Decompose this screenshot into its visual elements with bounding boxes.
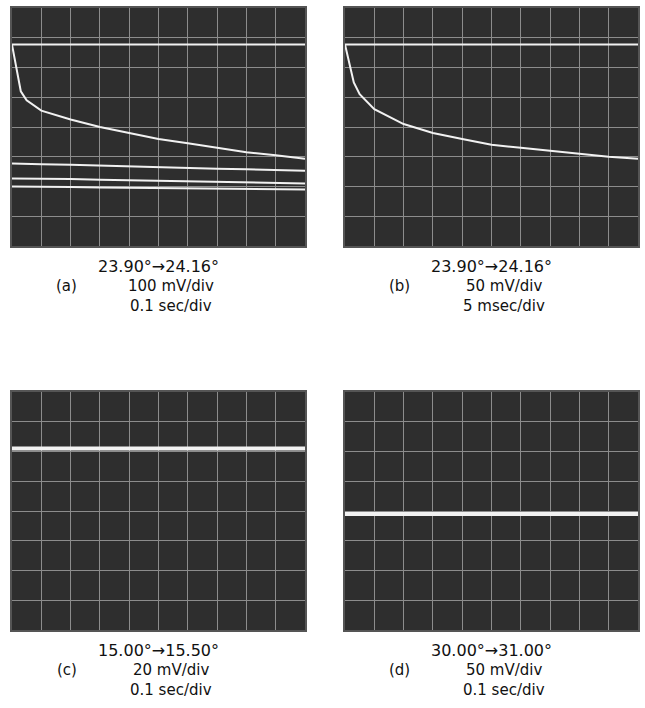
svg-text:(a): (a) [56, 277, 77, 295]
svg-text:0.1 sec/div: 0.1 sec/div [463, 681, 545, 699]
svg-text:5 msec/div: 5 msec/div [463, 297, 545, 315]
svg-text:20 mV/div: 20 mV/div [133, 661, 209, 679]
svg-text:23.90°→24.16°: 23.90°→24.16° [98, 257, 219, 276]
svg-text:23.90°→24.16°: 23.90°→24.16° [431, 257, 552, 276]
svg-text:(d): (d) [389, 661, 410, 679]
svg-text:15.00°→15.50°: 15.00°→15.50° [98, 641, 219, 660]
svg-text:100 mV/div: 100 mV/div [128, 277, 214, 295]
svg-text:30.00°→31.00°: 30.00°→31.00° [431, 641, 552, 660]
svg-text:50 mV/div: 50 mV/div [466, 661, 542, 679]
svg-text:0.1 sec/div: 0.1 sec/div [130, 681, 212, 699]
svg-text:0.1 sec/div: 0.1 sec/div [130, 297, 212, 315]
svg-text:50 mV/div: 50 mV/div [466, 277, 542, 295]
svg-text:(c): (c) [57, 661, 77, 679]
svg-text:(b): (b) [389, 277, 410, 295]
